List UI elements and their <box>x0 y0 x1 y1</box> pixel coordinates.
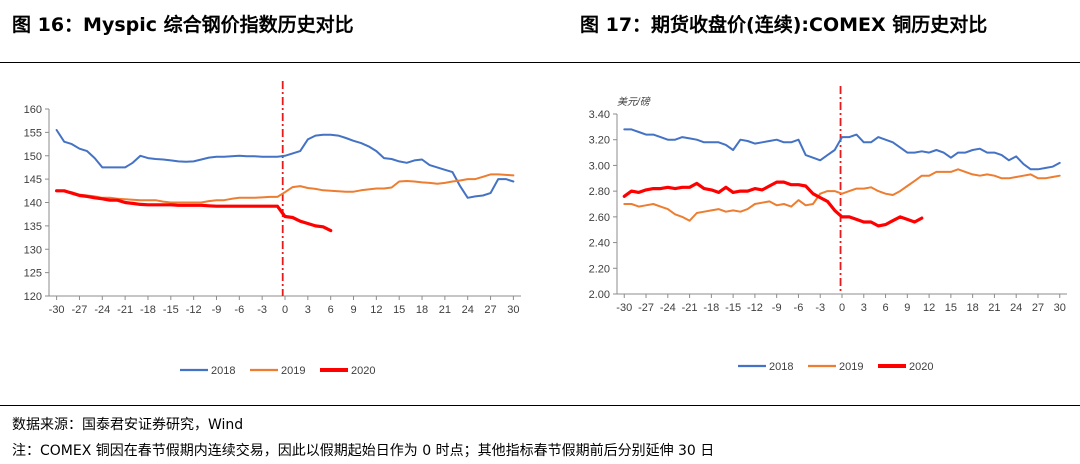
chart2-x-tick-label: -18 <box>703 302 719 314</box>
chart2-x-tick-label: 9 <box>904 302 910 314</box>
chart1-series-line-2020 <box>54 189 333 233</box>
chart1-x-tick-label: 9 <box>350 304 356 316</box>
chart2-y-tick-label: 2.80 <box>589 186 610 198</box>
chart1-x-tick-label: -24 <box>94 304 110 316</box>
chart2-legend-label-2019: 2019 <box>839 361 863 373</box>
chart2-x-tick-label: 6 <box>882 302 888 314</box>
chart2-y-tick-label: 2.60 <box>589 212 610 224</box>
chart1-y-tick-label: 120 <box>24 291 42 303</box>
chart2-x-tick-label: 3 <box>861 302 867 314</box>
chart2-x-tick-label: -27 <box>638 302 654 314</box>
chart1-legend-label-2020: 2020 <box>351 365 375 377</box>
chart1-x-tick-label: 3 <box>305 304 311 316</box>
chart1-x-tick-label: -12 <box>186 304 202 316</box>
chart1-x-tick-label: 15 <box>393 304 405 316</box>
chart2-y-axis-unit: 美元/磅 <box>617 96 652 108</box>
chart1-legend-label-2018: 2018 <box>211 365 235 377</box>
chart1-y-tick-label: 125 <box>24 268 42 280</box>
chart2-x-tick-label: -3 <box>815 302 825 314</box>
chart2-x-tick-label: -21 <box>682 302 698 314</box>
chart2-legend-label-2020: 2020 <box>909 361 933 373</box>
chart2-x-tick-label: 30 <box>1054 302 1066 314</box>
chart1-y-tick-label: 155 <box>24 127 42 139</box>
chart1-x-tick-label: 24 <box>462 304 474 316</box>
chart1-x-tick-label: 30 <box>507 304 519 316</box>
chart1-x-tick-label: 21 <box>439 304 451 316</box>
chart1-x-tick-label: 6 <box>328 304 334 316</box>
chart2-x-tick-label: 27 <box>1032 302 1044 314</box>
chart2-x-tick-label: -9 <box>772 302 782 314</box>
chart1-x-tick-label: -27 <box>71 304 87 316</box>
chart1-x-tick-label: 27 <box>484 304 496 316</box>
footnote: 注：COMEX 铜因在春节假期内连续交易，因此以假期起始日作为 0 时点；其他指… <box>12 443 715 459</box>
chart2-x-tick-label: 18 <box>967 302 979 314</box>
figure-16-title: 图 16：Myspic 综合钢价指数历史对比 <box>12 14 354 36</box>
chart1-y-tick-label: 160 <box>24 104 42 116</box>
chart1-legend-label-2019: 2019 <box>281 365 305 377</box>
chart2-series-line-2018 <box>623 128 1061 171</box>
chart1-x-tick-label: -3 <box>257 304 267 316</box>
chart1-y-tick-label: 145 <box>24 174 42 186</box>
source-note: 数据来源：国泰君安证券研究，Wind <box>12 417 244 433</box>
chart1-x-tick-label: -9 <box>212 304 222 316</box>
chart1-series-line-2019 <box>55 173 515 204</box>
chart2-y-tick-label: 3.20 <box>589 135 610 147</box>
chart2-x-tick-label: 15 <box>945 302 957 314</box>
chart1-y-tick-label: 130 <box>24 244 42 256</box>
chart1-y-tick-label: 150 <box>24 151 42 163</box>
chart2-x-tick-label: -24 <box>660 302 676 314</box>
chart2-x-tick-label: -30 <box>616 302 632 314</box>
chart1-x-tick-label: 18 <box>416 304 428 316</box>
chart2-x-tick-label: -12 <box>747 302 763 314</box>
chart2-y-tick-label: 3.40 <box>589 109 610 121</box>
chart2-x-tick-label: 21 <box>988 302 1000 314</box>
chart2-x-tick-label: -15 <box>725 302 741 314</box>
chart2-y-tick-label: 2.20 <box>589 263 610 275</box>
chart1-y-tick-label: 140 <box>24 198 42 210</box>
chart2-series-line-2020 <box>622 180 924 228</box>
chart2-legend-label-2018: 2018 <box>769 361 793 373</box>
chart2-y-tick-label: 3.00 <box>589 160 610 172</box>
chart1-x-tick-label: -6 <box>234 304 244 316</box>
chart2-y-tick-label: 2.00 <box>589 289 610 301</box>
chart2-x-tick-label: -6 <box>794 302 804 314</box>
chart1-series-line-2018 <box>55 129 515 199</box>
chart1-x-tick-label: -18 <box>140 304 156 316</box>
chart1-x-tick-label: -15 <box>163 304 179 316</box>
chart1-y-tick-label: 135 <box>24 221 42 233</box>
chart2-x-tick-label: 12 <box>923 302 935 314</box>
bottom-divider <box>0 405 1080 406</box>
top-divider <box>0 62 1080 63</box>
chart2-x-tick-label: 0 <box>839 302 845 314</box>
figure-17-title: 图 17：期货收盘价(连续):COMEX 铜历史对比 <box>580 14 988 36</box>
chart1-x-tick-label: 12 <box>370 304 382 316</box>
chart2-x-tick-label: 24 <box>1010 302 1022 314</box>
chart2-series-line-2019 <box>623 168 1061 222</box>
chart2-y-tick-label: 2.40 <box>589 238 610 250</box>
chart1-x-tick-label: -21 <box>117 304 133 316</box>
chart1-x-tick-label: -30 <box>49 304 65 316</box>
chart1-x-tick-label: 0 <box>282 304 288 316</box>
